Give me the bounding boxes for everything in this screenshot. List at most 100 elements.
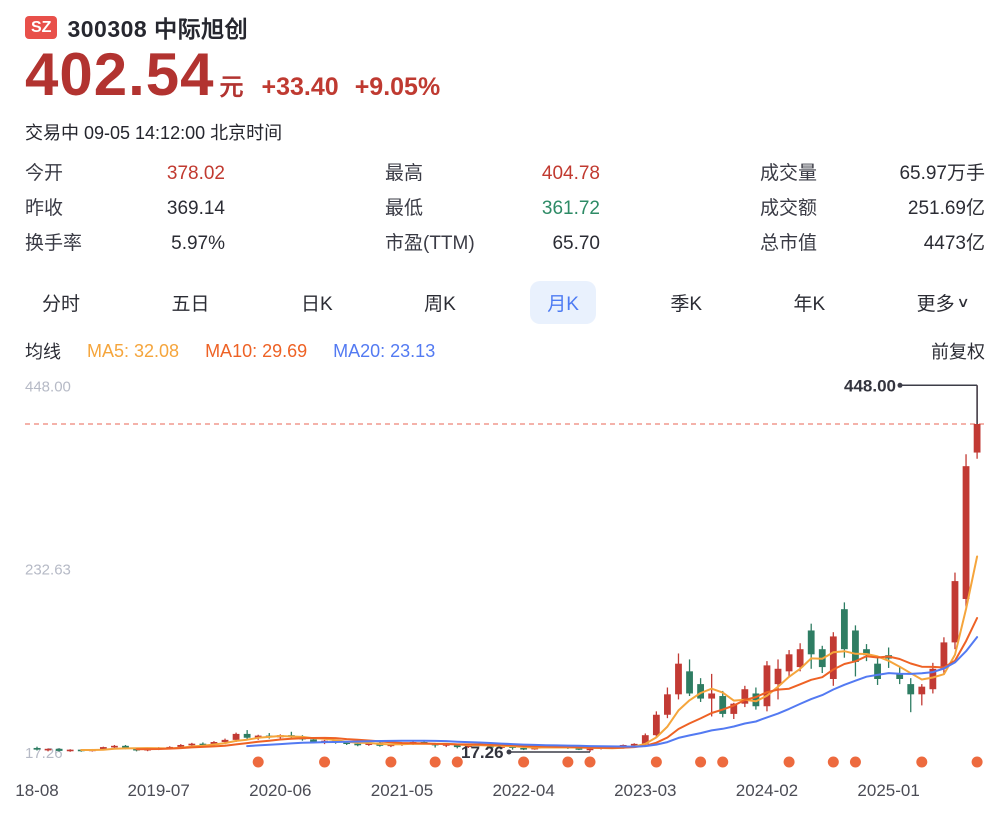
tab-monthly-k[interactable]: 月K (530, 281, 596, 324)
candle-body (675, 663, 682, 695)
tab-daily-k[interactable]: 日K (284, 281, 350, 324)
tab-five-day[interactable]: 五日 (154, 281, 226, 324)
currency-unit: 元 (219, 74, 244, 101)
stat-value: 65.97万手 (899, 163, 985, 184)
candle-body (874, 663, 881, 679)
y-axis-label: 17.26 (25, 745, 63, 762)
stock-header: SZ 300308 中际旭创 (25, 10, 248, 44)
event-dot (319, 756, 331, 768)
ma-line (80, 555, 979, 751)
stat-turnover-rate: 换手率 5.97% (25, 226, 225, 261)
tab-label: 日K (300, 294, 333, 315)
candle-body (99, 747, 107, 750)
stat-open: 今开 378.02 (25, 156, 225, 191)
candle-body (840, 609, 848, 650)
event-dot (429, 756, 441, 768)
candle-body (951, 581, 959, 643)
candle-body (929, 668, 937, 690)
candle-body (188, 743, 196, 746)
candle-body (44, 748, 52, 751)
candle-body (177, 744, 185, 747)
stat-prev-close: 昨收 369.14 (25, 191, 225, 226)
stats-column-1: 今开 378.02 昨收 369.14 换手率 5.97% (25, 156, 225, 261)
ma-line (135, 617, 979, 751)
high-leader-dot (897, 382, 903, 388)
candle-body (962, 466, 970, 599)
candle-body (641, 735, 649, 744)
event-dot (562, 756, 574, 768)
candle-body (973, 424, 981, 453)
x-axis-label: 2024-02 (736, 781, 798, 800)
stat-label: 总市值 (760, 233, 818, 254)
candle-body (907, 684, 915, 695)
y-axis-label: 232.63 (25, 562, 71, 579)
stats-column-3: 成交量 65.97万手 成交额 251.69亿 总市值 4473亿 (760, 156, 985, 261)
tab-yearly-k[interactable]: 年K (777, 281, 843, 324)
candle-body (697, 684, 704, 699)
event-dot (252, 756, 264, 768)
candle-body (210, 741, 218, 745)
candle-body (807, 630, 815, 655)
stat-label: 最低 (385, 198, 424, 219)
stats-column-2: 最高 404.78 最低 361.72 市盈(TTM) 65.70 (385, 156, 600, 261)
candle-body (774, 668, 782, 685)
candle-body (863, 649, 870, 656)
candle-body (111, 745, 118, 748)
tab-weekly-k[interactable]: 周K (407, 281, 473, 324)
ma20-legend: MA20: 23.13 (333, 340, 436, 361)
tab-quarterly-k[interactable]: 季K (653, 281, 719, 324)
event-dot (385, 756, 397, 768)
candle-body (254, 735, 262, 738)
adjustment-mode-label[interactable]: 前复权 (931, 342, 985, 362)
candle-body (730, 703, 738, 714)
period-tab-bar: 分时 五日 日K 周K 月K 季K 年K 更多 ∨ (25, 281, 985, 324)
stat-label: 最高 (385, 163, 424, 184)
stat-value: 4473亿 (923, 233, 985, 254)
candle-body (243, 733, 251, 738)
event-dot (849, 756, 861, 768)
stat-amount: 成交额 251.69亿 (760, 191, 985, 226)
tab-more[interactable]: 更多 ∨ (900, 281, 985, 324)
candle-body (520, 747, 528, 750)
candle-body (575, 748, 583, 750)
candle-body (498, 746, 505, 748)
high-annotation: 448.00 (844, 376, 896, 395)
event-dot (584, 756, 596, 768)
tab-label: 分时 (42, 294, 81, 315)
stock-code-name: 300308 中际旭创 (67, 16, 249, 42)
candle-body (586, 748, 594, 751)
event-dot (518, 756, 530, 768)
event-dot (971, 756, 983, 768)
candle-body (829, 636, 837, 679)
stat-value: 361.72 (541, 198, 600, 219)
stats-grid: 今开 378.02 昨收 369.14 换手率 5.97% 最高 404.78 … (25, 156, 985, 261)
price-change: +33.40 (261, 73, 339, 101)
candle-body (896, 673, 904, 679)
stat-value: 369.14 (166, 198, 225, 219)
exchange-badge: SZ (25, 15, 58, 39)
tab-label: 更多 (916, 294, 955, 315)
low-leader-dot (506, 749, 512, 755)
x-axis-label: 2022-04 (492, 781, 554, 800)
stat-label: 换手率 (25, 233, 83, 254)
tab-minute[interactable]: 分时 (25, 281, 97, 324)
candle-body (630, 743, 638, 746)
y-axis-label: 448.00 (25, 378, 71, 395)
price-row: 402.54 元 +33.40 +9.05% (25, 40, 440, 109)
x-axis-label: 2023-03 (614, 781, 676, 800)
event-dot (695, 756, 707, 768)
event-dot (650, 756, 662, 768)
candle-body (354, 743, 362, 746)
candle-body (199, 743, 207, 746)
stat-market-cap: 总市值 4473亿 (760, 226, 985, 261)
candle-body (686, 671, 693, 694)
event-dot (827, 756, 839, 768)
candle-body (708, 693, 716, 699)
candle-body (232, 733, 240, 740)
stat-label: 成交额 (760, 198, 818, 219)
candle-body (652, 714, 660, 736)
candle-body (453, 744, 461, 748)
stat-label: 今开 (25, 163, 64, 184)
stat-value: 65.70 (552, 233, 600, 254)
